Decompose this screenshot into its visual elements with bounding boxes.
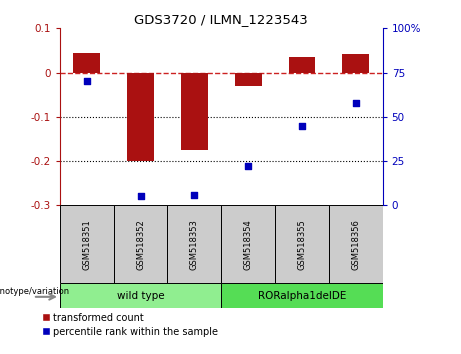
Point bbox=[352, 100, 360, 105]
Text: GSM518353: GSM518353 bbox=[190, 219, 199, 270]
Point bbox=[244, 164, 252, 169]
Bar bbox=[127, 73, 154, 161]
Bar bbox=[167, 205, 221, 283]
Point bbox=[298, 123, 306, 129]
Bar bbox=[289, 57, 315, 73]
Text: wild type: wild type bbox=[117, 291, 165, 301]
Bar bbox=[342, 54, 369, 73]
Bar bbox=[60, 283, 221, 308]
Bar bbox=[114, 205, 167, 283]
Text: GSM518351: GSM518351 bbox=[83, 219, 91, 270]
Text: GSM518356: GSM518356 bbox=[351, 219, 360, 270]
Legend: transformed count, percentile rank within the sample: transformed count, percentile rank withi… bbox=[42, 313, 219, 337]
Bar bbox=[235, 73, 261, 86]
Bar bbox=[60, 205, 114, 283]
Point bbox=[191, 192, 198, 198]
Bar bbox=[275, 205, 329, 283]
Bar bbox=[221, 205, 275, 283]
Bar bbox=[221, 283, 383, 308]
Title: GDS3720 / ILMN_1223543: GDS3720 / ILMN_1223543 bbox=[135, 13, 308, 26]
Text: GSM518352: GSM518352 bbox=[136, 219, 145, 270]
Text: GSM518355: GSM518355 bbox=[297, 219, 307, 270]
Bar bbox=[181, 73, 208, 150]
Text: RORalpha1delDE: RORalpha1delDE bbox=[258, 291, 346, 301]
Text: genotype/variation: genotype/variation bbox=[0, 287, 70, 296]
Text: GSM518354: GSM518354 bbox=[244, 219, 253, 270]
Bar bbox=[329, 205, 383, 283]
Point bbox=[83, 79, 90, 84]
Bar bbox=[73, 53, 100, 73]
Point bbox=[137, 194, 144, 199]
